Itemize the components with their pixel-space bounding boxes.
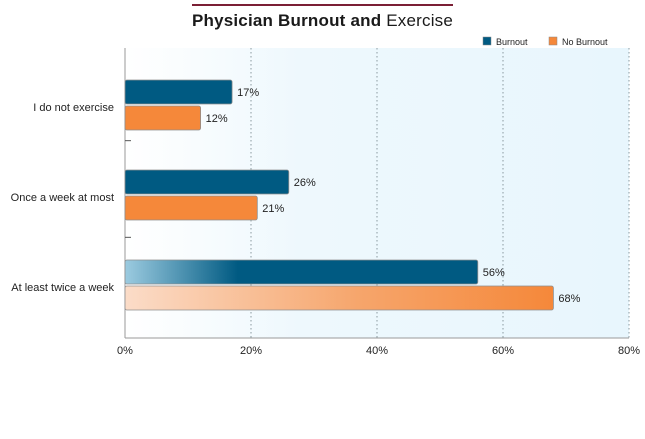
x-tick-label: 20% (240, 345, 262, 357)
bar-burnout (124, 79, 233, 105)
legend-label: Burnout (496, 37, 528, 47)
bar-no-burnout (124, 285, 554, 311)
bar-burnout (124, 259, 479, 285)
category-label: I do not exercise (33, 102, 114, 114)
chart-title-light: Exercise (386, 11, 454, 30)
category-label: At least twice a week (11, 282, 114, 294)
data-label: 68% (558, 293, 580, 305)
data-label: 21% (262, 203, 284, 215)
title-wrap: Physician Burnout and Exercise (0, 4, 645, 31)
bar-no-burnout (124, 195, 258, 221)
x-tick-label: 0% (117, 345, 133, 357)
legend-swatch-burnout (482, 36, 492, 46)
data-label: 56% (483, 267, 505, 279)
bar-burnout (124, 169, 290, 195)
legend-swatch-no-burnout (548, 36, 558, 46)
legend-label: No Burnout (562, 37, 608, 47)
bar-no-burnout (124, 105, 201, 131)
data-label: 12% (206, 113, 228, 125)
category-label: Once a week at most (11, 192, 114, 204)
data-label: 26% (294, 177, 316, 189)
chart-title: Physician Burnout and Exercise (191, 4, 454, 31)
chart-title-bold: Physician Burnout and (191, 11, 382, 30)
data-label: 17% (237, 87, 259, 99)
x-tick-label: 80% (618, 345, 640, 357)
x-tick-label: 40% (366, 345, 388, 357)
x-tick-label: 60% (492, 345, 514, 357)
